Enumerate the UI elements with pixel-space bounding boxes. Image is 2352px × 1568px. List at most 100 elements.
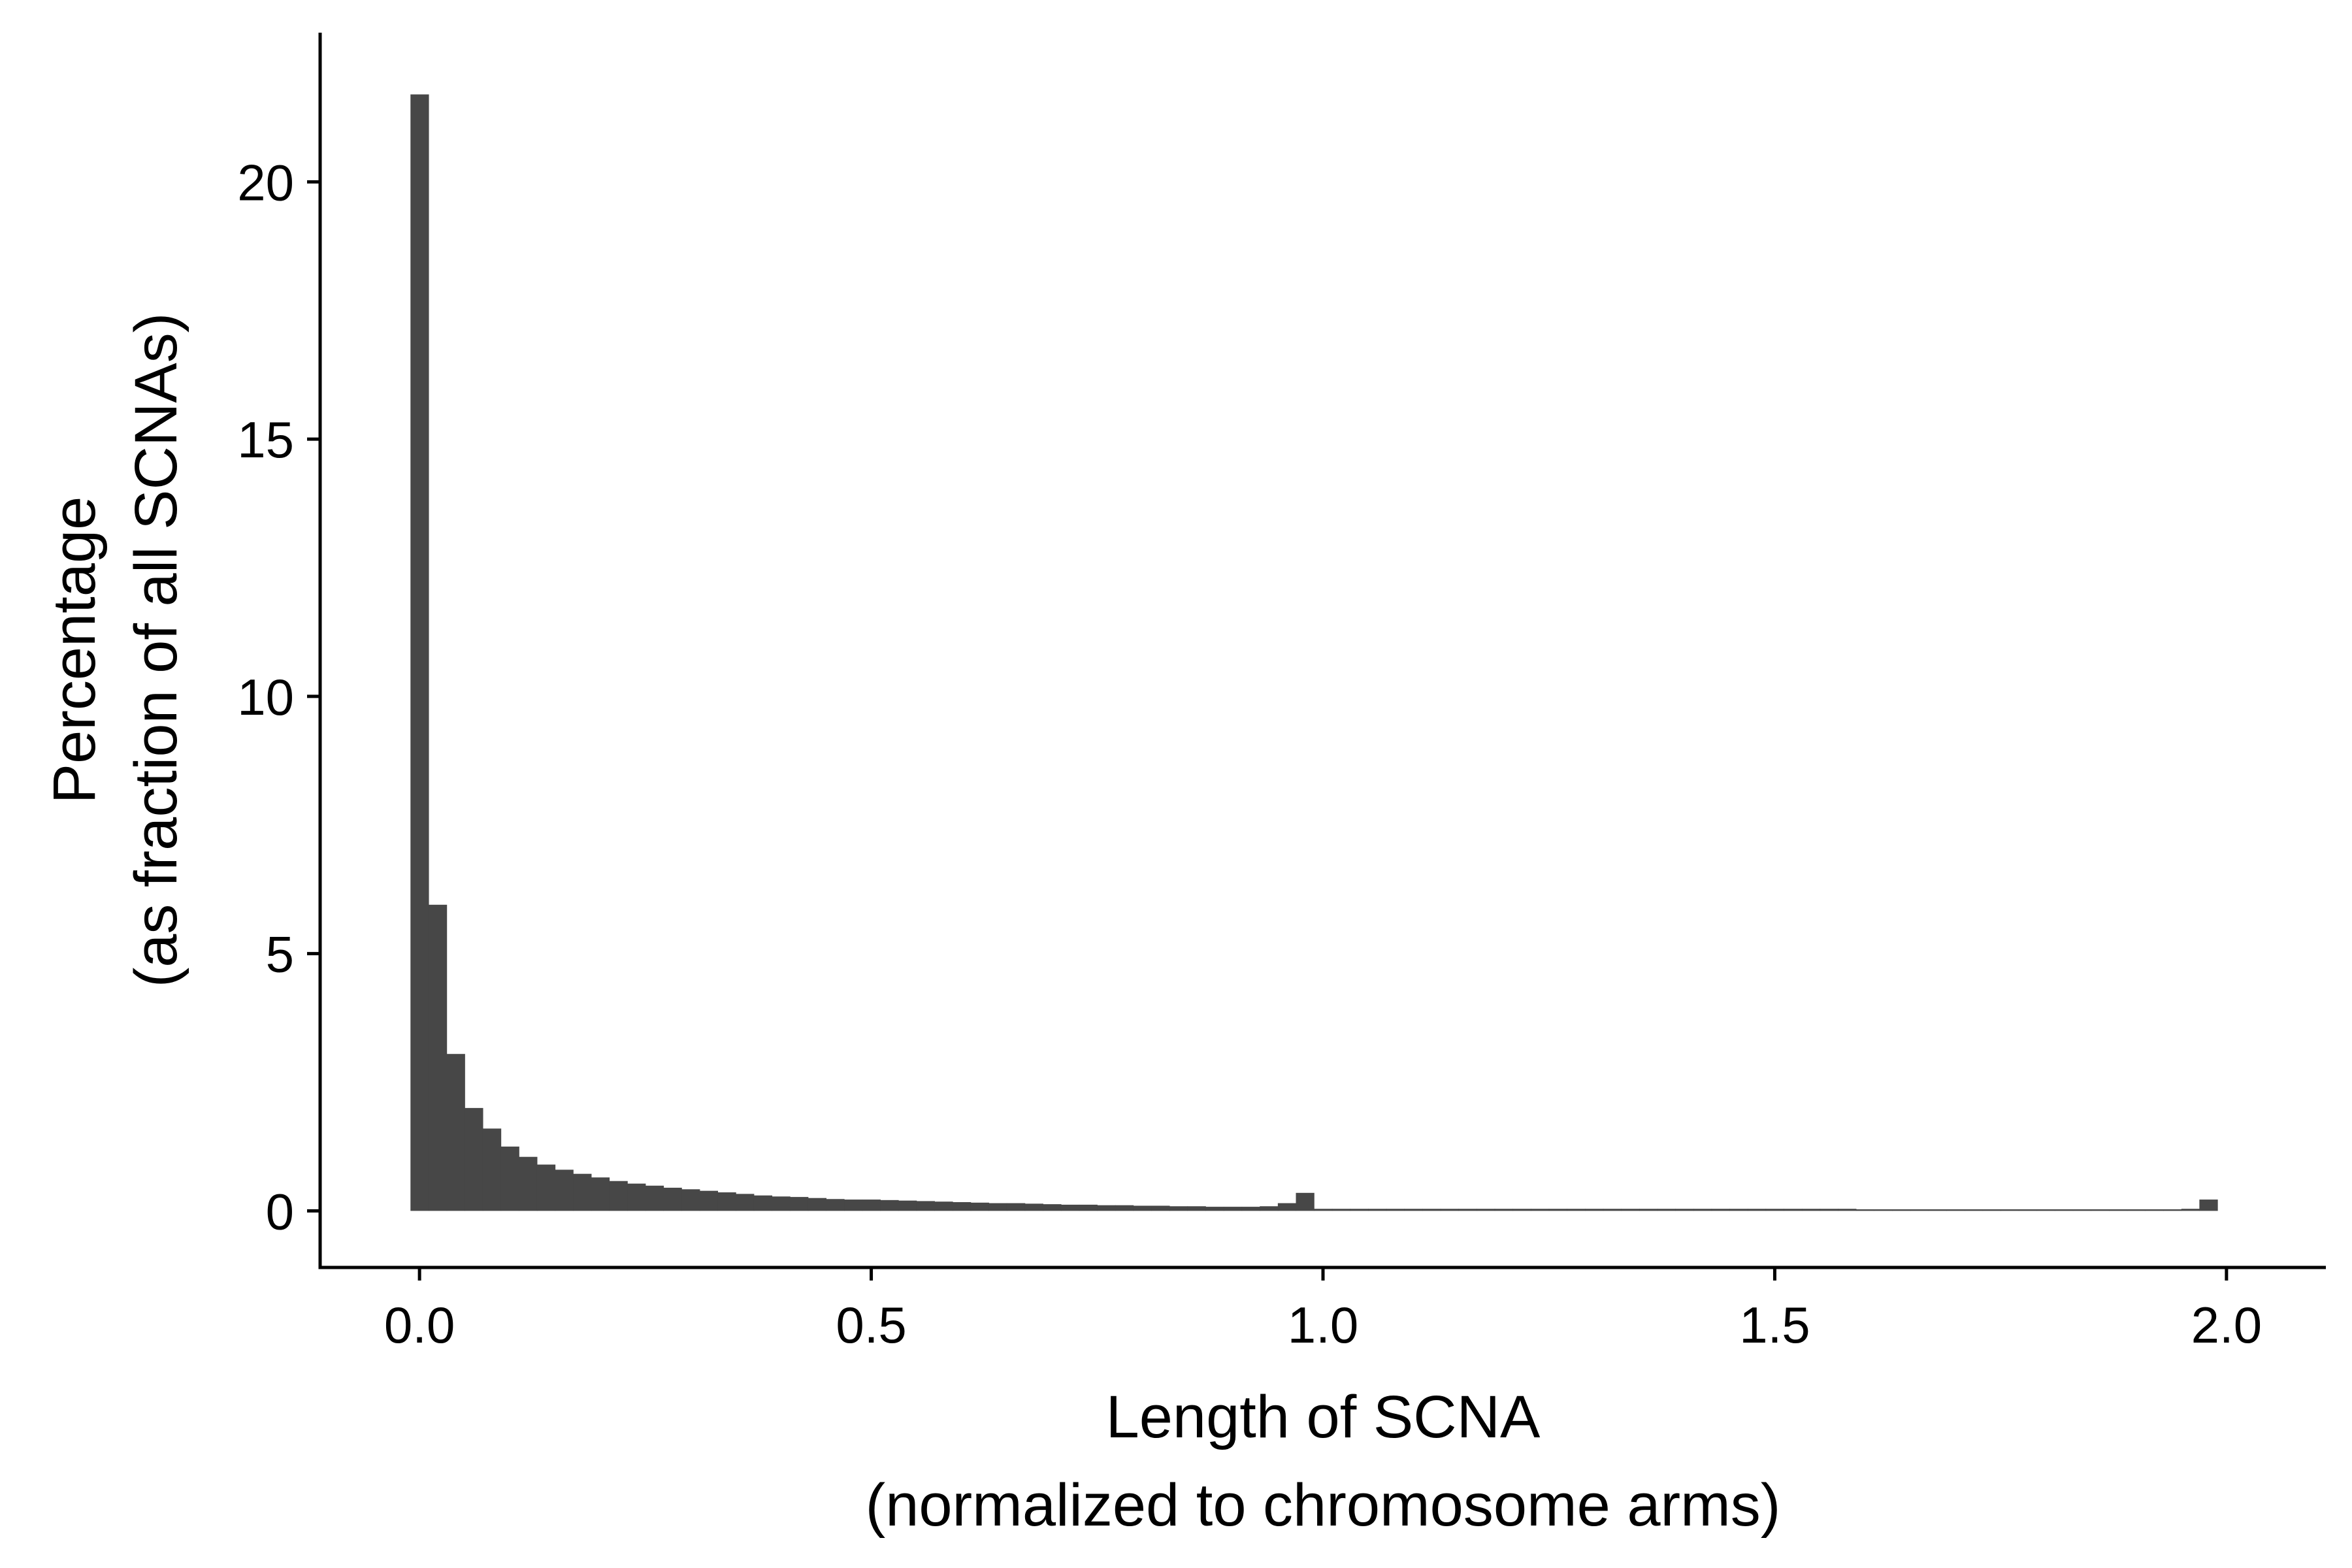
x-tick-label: 0.0 (384, 1296, 455, 1354)
histogram-bar (2145, 1209, 2164, 1211)
y-tick-label: 20 (237, 154, 294, 211)
histogram-bar (1277, 1203, 1297, 1211)
histogram-bar (2091, 1209, 2110, 1211)
histogram-bar (2163, 1209, 2182, 1211)
histogram-bar (880, 1200, 899, 1211)
histogram-bar (1784, 1209, 1803, 1211)
histogram-bar (1477, 1209, 1495, 1211)
histogram-bar (1747, 1209, 1767, 1211)
histogram-bar (736, 1194, 755, 1211)
histogram-bar (1314, 1209, 1333, 1211)
histogram-bar (536, 1164, 556, 1211)
histogram-bar (1855, 1209, 1875, 1211)
histogram-bar (2072, 1209, 2092, 1211)
histogram-bar (446, 1054, 465, 1211)
histogram-bar (1585, 1209, 1604, 1211)
histogram-bar (555, 1169, 574, 1211)
histogram-bar (1223, 1207, 1243, 1211)
histogram-bars (410, 94, 2218, 1211)
histogram-bar (1458, 1209, 1477, 1211)
histogram-bar (790, 1197, 809, 1211)
histogram-bar (1838, 1209, 1857, 1211)
histogram-bar (645, 1185, 664, 1211)
histogram-bar (1024, 1203, 1043, 1211)
histogram-bar (1079, 1204, 1098, 1211)
histogram-bar (1006, 1203, 1026, 1211)
histogram-bar (988, 1203, 1007, 1211)
histogram-bar (1331, 1209, 1351, 1211)
histogram-bar (681, 1189, 700, 1211)
histogram-bar (1043, 1204, 1062, 1211)
histogram-bar (772, 1196, 791, 1211)
histogram-bar (1910, 1209, 1929, 1211)
histogram-bar (898, 1200, 917, 1211)
histogram-bar (1892, 1209, 1911, 1211)
histogram-bar (953, 1201, 972, 1211)
histogram-bar (1422, 1209, 1441, 1211)
y-tick-label: 10 (237, 668, 294, 726)
y-axis-ticks: 0 5 10 15 20 (237, 154, 320, 1240)
histogram-bar (2055, 1209, 2074, 1211)
histogram-bar (2109, 1209, 2128, 1211)
x-tick-label: 0.5 (836, 1296, 906, 1354)
x-tick-label: 2.0 (2191, 1296, 2262, 1354)
histogram-bar (1187, 1206, 1206, 1211)
histogram-bar (1729, 1209, 1748, 1211)
histogram-bar (465, 1107, 483, 1211)
y-tick-label: 5 (266, 926, 294, 983)
histogram-bar (753, 1195, 773, 1211)
histogram-bar (1874, 1209, 1893, 1211)
y-tick-label: 15 (237, 411, 294, 468)
histogram-bar (1368, 1209, 1387, 1211)
x-axis-title-line-1: Length of SCNA (1106, 1384, 1541, 1450)
histogram-bar (1531, 1209, 1550, 1211)
histogram-bar (862, 1200, 881, 1211)
histogram-bar (2181, 1209, 2200, 1211)
x-axis-ticks: 0.0 0.5 1.0 1.5 2.0 (384, 1267, 2262, 1354)
histogram-bar (591, 1177, 610, 1211)
histogram-bar (1350, 1209, 1369, 1211)
histogram-bar (1964, 1209, 1984, 1211)
histogram-bar (627, 1183, 646, 1211)
histogram-bar (410, 94, 429, 1211)
histogram-bar (1621, 1209, 1640, 1211)
histogram-bar (609, 1181, 628, 1211)
histogram-bar (1928, 1209, 1947, 1211)
histogram-bar (699, 1190, 719, 1211)
histogram-bar (1133, 1205, 1152, 1211)
histogram-bar (1567, 1209, 1586, 1211)
histogram-bar (1639, 1209, 1658, 1211)
histogram-bar (2018, 1209, 2038, 1211)
histogram-bar (519, 1156, 538, 1211)
y-axis-title-line-2: (as fraction of all SCNAs) (123, 313, 189, 988)
y-tick-label: 0 (266, 1183, 294, 1240)
histogram-bar (1440, 1209, 1460, 1211)
histogram-bar (934, 1201, 953, 1211)
histogram-bar (1946, 1209, 1965, 1211)
histogram-bar (573, 1173, 592, 1211)
histogram-bar (1115, 1205, 1134, 1211)
histogram-bar (500, 1146, 519, 1211)
histogram-bar (1169, 1206, 1188, 1211)
histogram-bar (1151, 1205, 1170, 1211)
histogram-bar (717, 1192, 736, 1211)
histogram-bar (1711, 1209, 1730, 1211)
histogram-bar (1603, 1209, 1622, 1211)
histogram-bar (1404, 1209, 1423, 1211)
histogram-bar (1982, 1209, 2001, 1211)
histogram-bar (1801, 1209, 1821, 1211)
histogram-bar (2127, 1209, 2146, 1211)
x-tick-label: 1.0 (1288, 1296, 1358, 1354)
histogram-bar (1548, 1209, 1567, 1211)
histogram-bar (482, 1128, 502, 1211)
histogram-bar (2036, 1209, 2055, 1211)
histogram-bar (1386, 1209, 1405, 1211)
x-tick-label: 1.5 (1739, 1296, 1810, 1354)
histogram-bar (2001, 1209, 2019, 1211)
y-axis-title-line-1: Percentage (41, 497, 108, 804)
histogram-bar (1241, 1207, 1260, 1211)
histogram-bar (1494, 1209, 1514, 1211)
histogram-bar (1512, 1209, 1531, 1211)
